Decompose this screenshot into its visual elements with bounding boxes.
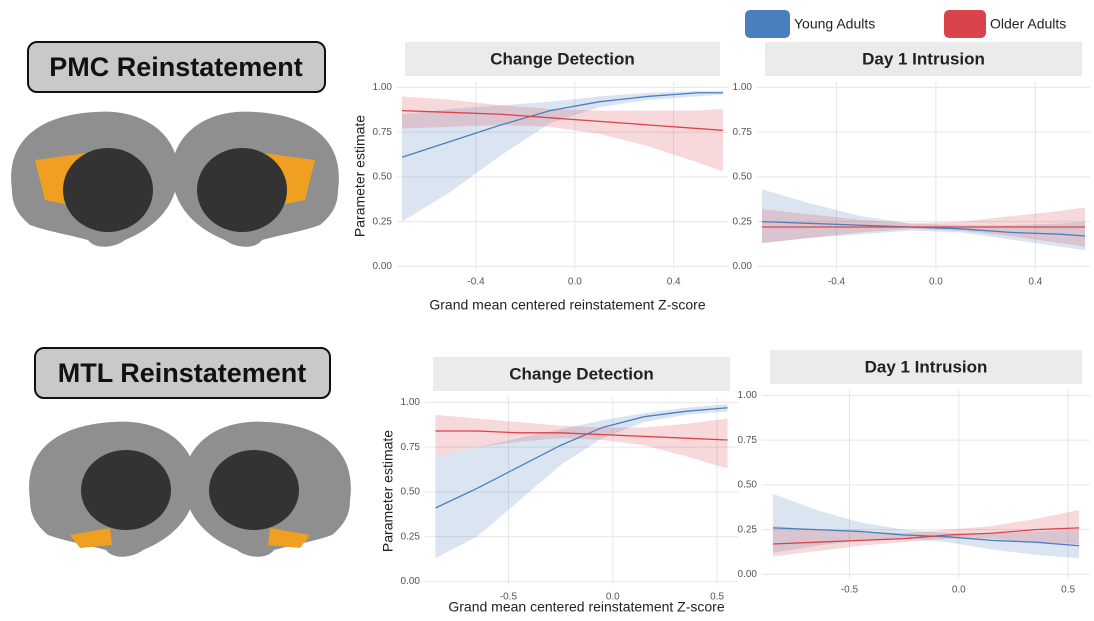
y-tick-label: 1.00 [733,82,753,93]
legend-label: Older Adults [990,16,1066,32]
x-tick-label: -0.5 [841,585,859,596]
figure: PMC Reinstatement MTL Reinstatement Youn… [0,0,1094,621]
x-tick-label: -0.4 [467,277,485,288]
y-tick-label: 0.25 [733,216,753,227]
row-label: MTL Reinstatement [58,358,307,388]
y-tick-label: 1.00 [401,397,421,408]
y-tick-label: 0.50 [733,172,753,183]
y-tick-label: 0.25 [373,216,393,227]
x-tick-label: 0.0 [952,585,966,596]
x-tick-label: 0.4 [1028,277,1042,288]
y-tick-label: 0.00 [733,261,753,272]
y-tick-label: 0.75 [733,127,753,138]
panel-title: Day 1 Intrusion [862,49,985,68]
y-tick-label: 0.00 [738,569,758,580]
y-tick-label: 0.75 [738,435,758,446]
y-tick-label: 0.00 [373,261,393,272]
y-tick-label: 0.25 [738,524,758,535]
y-tick-label: 1.00 [738,390,758,401]
x-tick-label: 0.0 [568,277,582,288]
y-tick-label: 0.50 [401,487,421,498]
y-tick-label: 0.75 [373,127,393,138]
y-tick-label: 0.50 [373,172,393,183]
x-tick-label: -0.4 [828,277,846,288]
y-tick-label: 1.00 [373,82,393,93]
x-tick-label: 0.5 [1061,585,1075,596]
x-axis-label: Grand mean centered reinstatement Z-scor… [429,297,705,313]
brain-pmc [11,112,339,247]
legend-swatch [944,10,986,38]
brain-mtl [29,422,351,557]
x-tick-label: 0.0 [929,277,943,288]
panel-title: Day 1 Intrusion [865,357,988,376]
x-tick-label: 0.4 [667,277,681,288]
y-tick-label: 0.25 [401,531,421,542]
panel-title: Change Detection [509,364,654,383]
legend-swatch [745,10,790,38]
y-tick-label: 0.00 [401,576,421,587]
y-axis-label: Parameter estimate [380,430,396,552]
y-axis-label: Parameter estimate [352,115,368,237]
y-tick-label: 0.75 [401,442,421,453]
y-tick-label: 0.50 [738,480,758,491]
x-axis-label: Grand mean centered reinstatement Z-scor… [448,599,724,615]
legend-label: Young Adults [794,16,875,32]
panel-title: Change Detection [490,49,635,68]
row-label: PMC Reinstatement [49,52,303,82]
